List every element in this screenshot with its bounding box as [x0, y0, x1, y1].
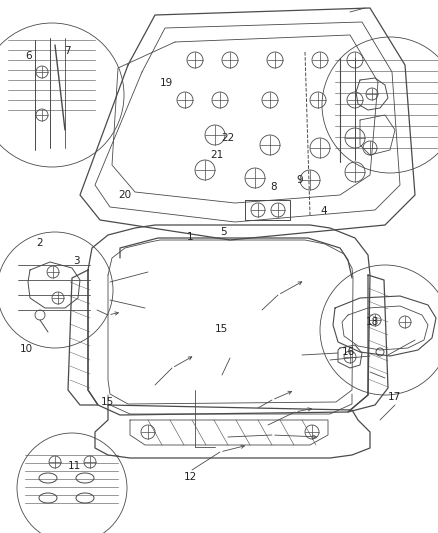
Text: 18: 18 — [366, 318, 379, 327]
Text: 12: 12 — [184, 472, 197, 482]
Text: 21: 21 — [210, 150, 223, 159]
Text: 19: 19 — [160, 78, 173, 87]
Text: 6: 6 — [25, 51, 32, 61]
Text: 9: 9 — [297, 175, 304, 185]
Text: 20: 20 — [118, 190, 131, 199]
Text: 17: 17 — [388, 392, 401, 402]
Text: 15: 15 — [101, 398, 114, 407]
Text: 3: 3 — [73, 256, 80, 266]
Text: 16: 16 — [342, 347, 355, 357]
Text: 8: 8 — [270, 182, 277, 191]
Text: 4: 4 — [321, 206, 328, 215]
Text: 15: 15 — [215, 324, 228, 334]
Text: 10: 10 — [20, 344, 33, 354]
Text: 2: 2 — [36, 238, 43, 247]
Text: 22: 22 — [221, 133, 234, 142]
Text: 5: 5 — [220, 227, 227, 237]
Text: 11: 11 — [68, 462, 81, 471]
Text: 1: 1 — [187, 232, 194, 242]
Text: 7: 7 — [64, 46, 71, 55]
